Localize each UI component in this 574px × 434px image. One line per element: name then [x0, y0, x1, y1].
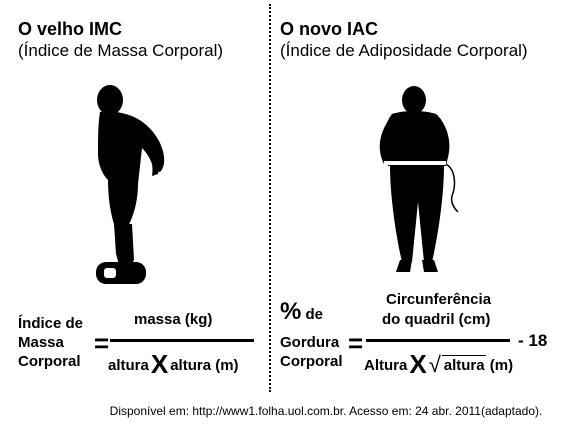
imc-den-left: altura: [108, 357, 149, 374]
iac-panel: O novo IAC (Índice de Adiposidade Corpor…: [272, 0, 574, 395]
imc-panel: O velho IMC (Índice de Massa Corporal) Í…: [0, 0, 268, 395]
iac-label-line2: Gordura: [280, 334, 340, 351]
imc-den-right: altura (m): [170, 357, 239, 374]
imc-label-line1: Índice de: [18, 315, 84, 332]
imc-denominator: alturaX altura (m): [108, 351, 239, 377]
iac-equals: =: [348, 328, 364, 358]
iac-den-unit: (m): [489, 357, 514, 374]
iac-label-line3: Corporal: [280, 353, 343, 370]
imc-label-line3: Corporal: [18, 353, 81, 370]
iac-label-de: de: [305, 306, 324, 323]
imc-times: X: [150, 349, 169, 379]
imc-subtitle: (Índice de Massa Corporal): [18, 41, 224, 60]
iac-num-line2: do quadril (cm): [382, 311, 491, 328]
panel-divider: [269, 4, 271, 392]
iac-label-line1: % de: [280, 300, 324, 324]
iac-denominator: AlturaX√ altura (m): [364, 351, 514, 377]
imc-fraction-bar: [110, 339, 254, 342]
source-citation: Disponível em: http://www1.folha.uol.com…: [109, 404, 543, 418]
iac-percent: %: [280, 298, 302, 325]
person-measuring-hip-silhouette-icon: [379, 86, 459, 272]
imc-title: O velho IMC: [18, 19, 123, 39]
iac-den-sqrt: altura: [441, 355, 486, 374]
imc-equals: =: [94, 328, 110, 358]
iac-title: O novo IAC: [280, 19, 378, 39]
iac-subtitle: (Índice de Adiposidade Corporal): [280, 41, 528, 60]
square-root-icon: √: [428, 352, 441, 377]
iac-fraction-bar: [366, 339, 510, 342]
iac-den-left: Altura: [364, 357, 408, 374]
bent-over-person-silhouette-icon: [96, 85, 165, 284]
imc-numerator: massa (kg): [134, 311, 213, 328]
iac-num-line1: Circunferência: [386, 291, 492, 308]
imc-label-line2: Massa: [18, 334, 64, 351]
iac-minus18: - 18: [518, 331, 548, 350]
iac-times: X: [409, 349, 427, 379]
